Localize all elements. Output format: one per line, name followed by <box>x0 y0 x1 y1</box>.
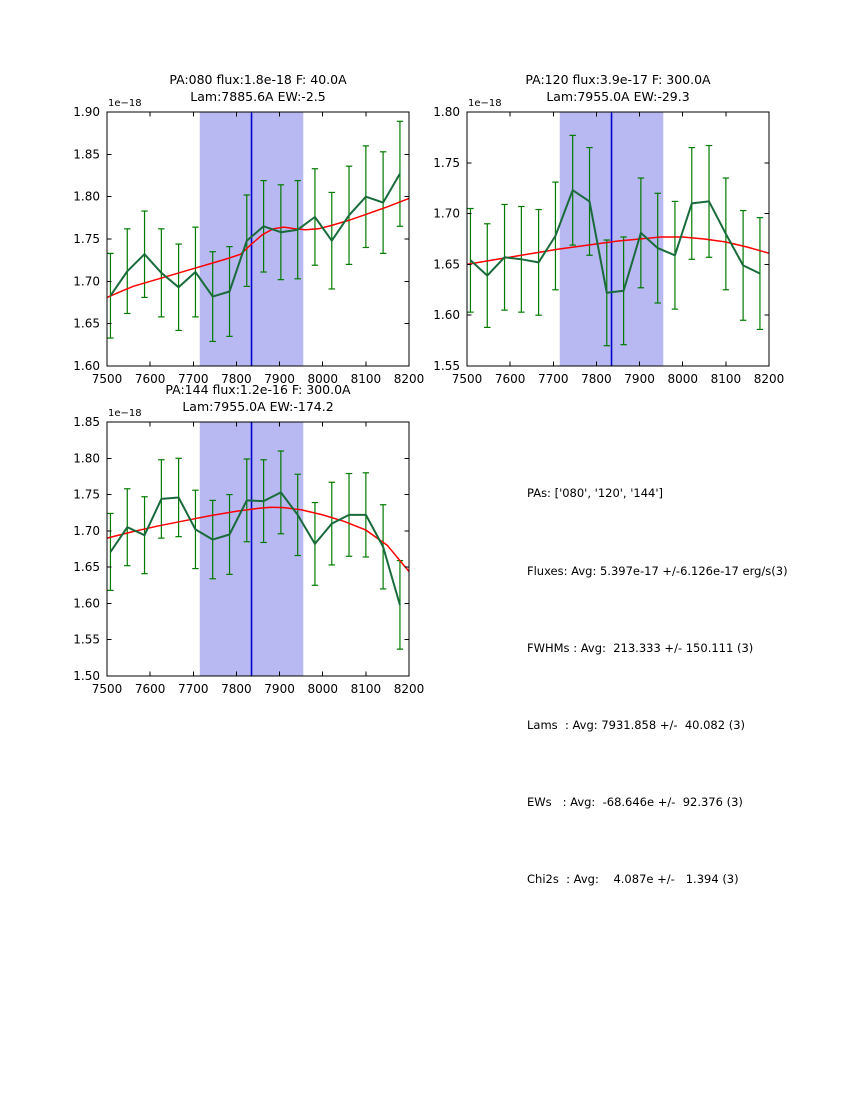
chart-title-line1: PA:120 flux:3.9e-17 F: 300.0A <box>525 72 711 87</box>
axis-ticks <box>466 111 770 367</box>
spectrum-line <box>109 173 401 298</box>
axes-frame <box>106 421 410 677</box>
summary-line-fluxes: Fluxes: Avg: 5.397e-17 +/-6.126e-17 erg/… <box>527 563 788 578</box>
axis-offset-label: 1e−18 <box>108 98 142 109</box>
summary-stats: PAs: ['080', '120', '144'] Fluxes: Avg: … <box>527 430 788 944</box>
svg-text:1.50: 1.50 <box>73 669 100 683</box>
spectrum-plot-pa080: 7500 7600 7700 7800 7900 8000 8100 8200 1.60 1.65… <box>73 98 424 386</box>
summary-line-ews: EWs : Avg: -68.646e +/- 92.376 (3) <box>527 794 743 809</box>
svg-text:1.80: 1.80 <box>73 190 100 204</box>
svg-text:1.65: 1.65 <box>73 317 100 331</box>
chart-title-pa080: PA:080 flux:1.8e-18 F: 40.0A Lam:7885.6A… <box>107 71 409 105</box>
svg-text:1.70: 1.70 <box>433 207 460 221</box>
svg-text:1.75: 1.75 <box>433 156 460 170</box>
svg-text:7700: 7700 <box>538 372 569 386</box>
chart-title-line1: PA:144 flux:1.2e-16 F: 300.0A <box>165 382 351 397</box>
summary-line-pas: PAs: ['080', '120', '144'] <box>527 486 664 501</box>
svg-text:7500: 7500 <box>92 682 123 696</box>
svg-text:1.60: 1.60 <box>73 596 100 610</box>
svg-text:1.55: 1.55 <box>73 633 100 647</box>
svg-text:1.85: 1.85 <box>73 415 100 429</box>
spectrum-line <box>469 189 761 294</box>
svg-text:7500: 7500 <box>92 372 123 386</box>
chart-title-line2: Lam:7955.0A EW:-29.3 <box>546 89 690 104</box>
svg-text:7600: 7600 <box>135 682 166 696</box>
axis-tick-labels: 7500 7600 7700 7800 7900 8000 8100 8200 1.60 1.65… <box>73 105 424 386</box>
fit-curve <box>106 506 410 572</box>
svg-text:7800: 7800 <box>581 372 612 386</box>
svg-text:7500: 7500 <box>452 372 483 386</box>
svg-text:1.80: 1.80 <box>73 451 100 465</box>
svg-text:7600: 7600 <box>495 372 526 386</box>
svg-text:8200: 8200 <box>394 372 425 386</box>
axis-ticks <box>106 111 410 367</box>
axis-offset-label: 1e−18 <box>108 408 142 419</box>
svg-text:8200: 8200 <box>394 682 425 696</box>
svg-text:1.70: 1.70 <box>73 274 100 288</box>
axis-tick-labels: 7500 7600 7700 7800 7900 8000 8100 8200 1.55 1.60… <box>433 105 784 386</box>
svg-text:7800: 7800 <box>221 372 252 386</box>
svg-text:7700: 7700 <box>178 682 209 696</box>
svg-text:7900: 7900 <box>264 682 295 696</box>
svg-text:1.60: 1.60 <box>433 308 460 322</box>
spectrum-plot-pa144: 7500 7600 7700 7800 7900 8000 8100 8200 1.50 1.55… <box>73 408 424 696</box>
svg-text:7600: 7600 <box>135 372 166 386</box>
svg-text:1.70: 1.70 <box>73 524 100 538</box>
svg-text:1.75: 1.75 <box>73 488 100 502</box>
summary-line-chi2s: Chi2s : Avg: 4.087e +/- 1.394 (3) <box>527 871 739 886</box>
chart-title-line2: Lam:7885.6A EW:-2.5 <box>190 89 326 104</box>
svg-text:1.65: 1.65 <box>73 560 100 574</box>
axes-frame <box>466 111 770 367</box>
svg-text:1.55: 1.55 <box>433 359 460 373</box>
svg-text:7800: 7800 <box>221 682 252 696</box>
chart-title-pa144: PA:144 flux:1.2e-16 F: 300.0A Lam:7955.0… <box>107 381 409 415</box>
svg-text:1.80: 1.80 <box>433 105 460 119</box>
svg-text:1.75: 1.75 <box>73 232 100 246</box>
svg-text:8000: 8000 <box>307 682 338 696</box>
svg-text:8100: 8100 <box>351 372 382 386</box>
axis-tick-labels: 7500 7600 7700 7800 7900 8000 8100 8200 1.50 1.55… <box>73 415 424 696</box>
spectrum-plot-pa120: 7500 7600 7700 7800 7900 8000 8100 8200 1.55 1.60… <box>433 98 784 386</box>
svg-text:1.65: 1.65 <box>433 257 460 271</box>
svg-text:1.85: 1.85 <box>73 147 100 161</box>
spectrum-line <box>109 491 401 606</box>
svg-text:7900: 7900 <box>264 372 295 386</box>
svg-text:8000: 8000 <box>667 372 698 386</box>
svg-text:1.60: 1.60 <box>73 359 100 373</box>
axis-offset-label: 1e−18 <box>468 98 502 109</box>
axis-ticks <box>106 421 410 677</box>
chart-title-pa120: PA:120 flux:3.9e-17 F: 300.0A Lam:7955.0… <box>467 71 769 105</box>
svg-text:8200: 8200 <box>754 372 785 386</box>
svg-text:8100: 8100 <box>711 372 742 386</box>
svg-text:7900: 7900 <box>624 372 655 386</box>
summary-line-fwhms: FWHMs : Avg: 213.333 +/- 150.111 (3) <box>527 640 754 655</box>
svg-text:7700: 7700 <box>178 372 209 386</box>
svg-text:8100: 8100 <box>351 682 382 696</box>
chart-title-line1: PA:080 flux:1.8e-18 F: 40.0A <box>169 72 347 87</box>
svg-text:8000: 8000 <box>307 372 338 386</box>
chart-title-line2: Lam:7955.0A EW:-174.2 <box>182 399 334 414</box>
svg-text:1.90: 1.90 <box>73 105 100 119</box>
summary-line-lams: Lams : Avg: 7931.858 +/- 40.082 (3) <box>527 717 746 732</box>
